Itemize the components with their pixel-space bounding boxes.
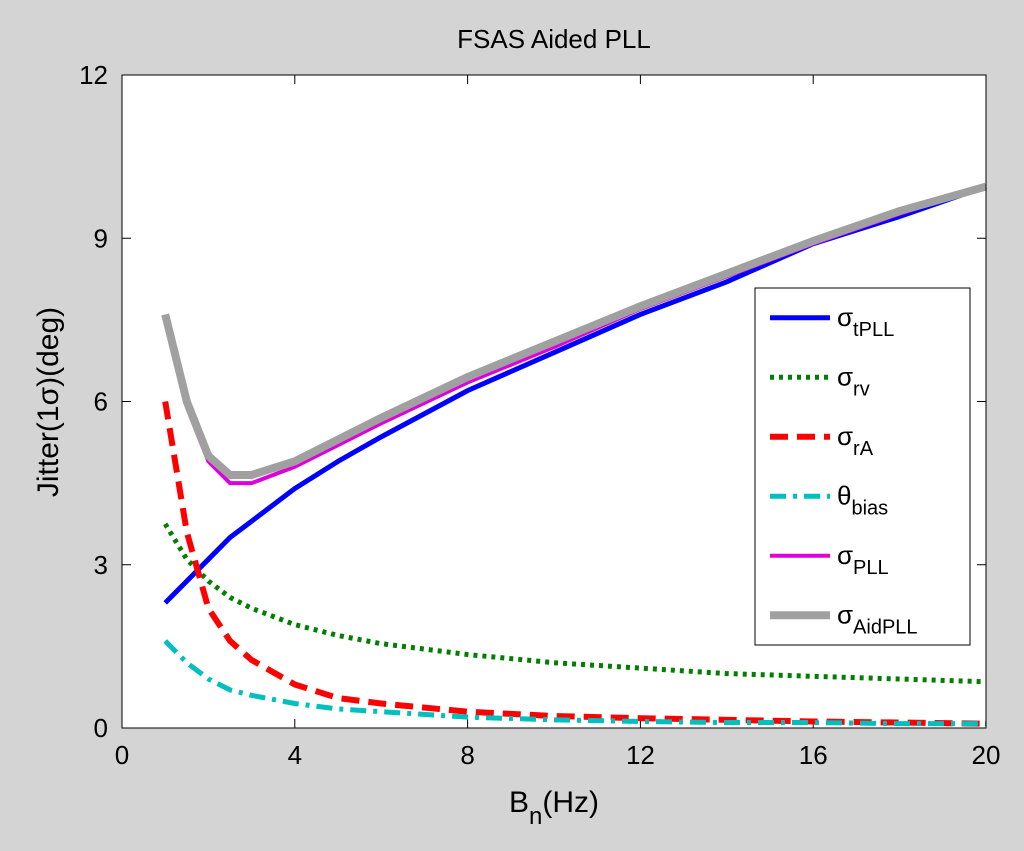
legend-subscript: PLL [853, 557, 889, 579]
chart-title: FSAS Aided PLL [457, 24, 651, 54]
x-tick-label: 16 [799, 740, 828, 770]
x-label-sub: n [529, 803, 542, 830]
x-tick-label: 4 [288, 740, 302, 770]
legend-label: σPLL [837, 540, 889, 579]
legend-label: θbias [837, 480, 888, 519]
legend-subscript: bias [851, 497, 888, 519]
y-tick-label: 12 [79, 60, 108, 90]
legend-symbol: σ [837, 302, 853, 332]
y-tick-label: 9 [94, 223, 108, 253]
legend-symbol: σ [837, 599, 853, 629]
x-tick-label: 20 [972, 740, 1001, 770]
legend-label: σAidPLL [837, 599, 918, 638]
x-tick-label: 0 [115, 740, 129, 770]
axes-box [121, 74, 987, 729]
x-tick-label: 12 [626, 740, 655, 770]
x-axis-label: Bn(Hz) [509, 786, 599, 830]
legend-box [754, 287, 971, 646]
legend-symbol: σ [837, 540, 853, 570]
legend-subscript: rv [853, 378, 870, 400]
legend-subscript: rA [853, 438, 874, 460]
y-tick-label: 6 [94, 387, 108, 417]
legend-subscript: AidPLL [853, 616, 918, 638]
legend-label: σrv [837, 361, 870, 400]
legend-symbol: θ [837, 480, 851, 510]
x-label-after: (Hz) [542, 786, 599, 819]
legend-subscript: tPLL [853, 319, 894, 341]
y-axis-label: Jitter(1σ)(deg) [32, 307, 65, 497]
series-line [161, 182, 988, 479]
series-line [163, 522, 987, 685]
x-tick-label: 8 [460, 740, 474, 770]
series-line [163, 639, 986, 727]
legend-symbol: σ [837, 361, 853, 391]
y-tick-label: 0 [94, 713, 108, 743]
y-tick-label: 3 [94, 550, 108, 580]
x-label-base: B [509, 786, 529, 819]
legend-symbol: σ [837, 421, 853, 451]
legend-label: σrA [837, 421, 874, 460]
legend-label: σtPLL [837, 302, 894, 341]
